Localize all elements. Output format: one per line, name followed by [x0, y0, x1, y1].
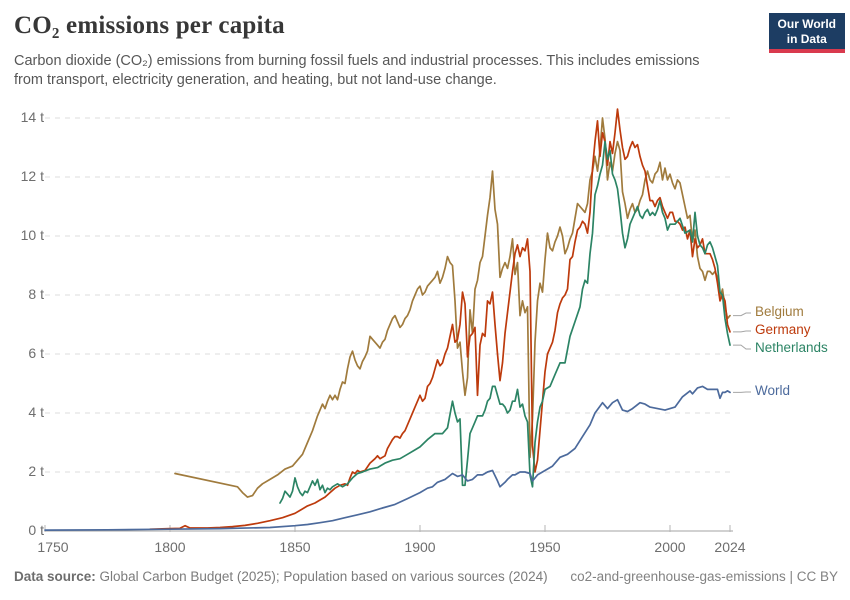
series-line-germany[interactable]	[149, 108, 731, 531]
y-tick-label: 14 t	[20, 109, 44, 125]
series-line-netherlands[interactable]	[279, 140, 731, 504]
series-line-belgium[interactable]	[174, 117, 731, 498]
legend-connector-netherlands	[733, 344, 751, 350]
y-tick-label: 4 t	[28, 404, 44, 420]
data-source-note: Data source: Global Carbon Budget (2025)…	[14, 569, 548, 584]
y-tick-label: 0 t	[28, 522, 44, 538]
y-tick-label: 12 t	[20, 168, 44, 184]
legend-label-germany[interactable]: Germany	[755, 322, 811, 337]
y-tick-label: 8 t	[28, 286, 44, 302]
legend-label-world[interactable]: World	[755, 383, 791, 398]
x-tick-label: 1850	[279, 539, 311, 555]
x-tick-label: 1750	[37, 539, 69, 555]
legend-connector-germany	[733, 330, 751, 333]
series-line-world[interactable]	[44, 385, 731, 531]
chart-subtitle: Carbon dioxide (CO₂) emissions from burn…	[14, 53, 700, 89]
owid-logo[interactable]: Our World in Data	[768, 13, 845, 54]
owid-logo-line1: Our World	[777, 17, 836, 31]
y-tick-label: 6 t	[28, 345, 44, 361]
x-tick-label: 1900	[404, 539, 436, 555]
page-title: CO₂ emissions per capita	[14, 12, 285, 39]
data-source-label: Data source:	[14, 569, 96, 584]
x-tick-label: 2000	[654, 539, 686, 555]
x-tick-label: 1950	[529, 539, 561, 555]
slug-and-license: co2-and-greenhouse-gas-emissions | CC BY	[570, 569, 838, 584]
legend-connector-belgium	[733, 312, 751, 317]
owid-logo-line2: in Data	[786, 31, 827, 46]
x-tick-label: 2024	[714, 539, 746, 555]
data-source-text: Global Carbon Budget (2025); Population …	[99, 569, 548, 584]
y-tick-label: 10 t	[20, 227, 44, 243]
legend-label-belgium[interactable]: Belgium	[755, 304, 804, 319]
y-tick-label: 2 t	[28, 463, 44, 479]
legend-label-netherlands[interactable]: Netherlands	[755, 340, 828, 355]
x-tick-label: 1800	[154, 539, 186, 555]
